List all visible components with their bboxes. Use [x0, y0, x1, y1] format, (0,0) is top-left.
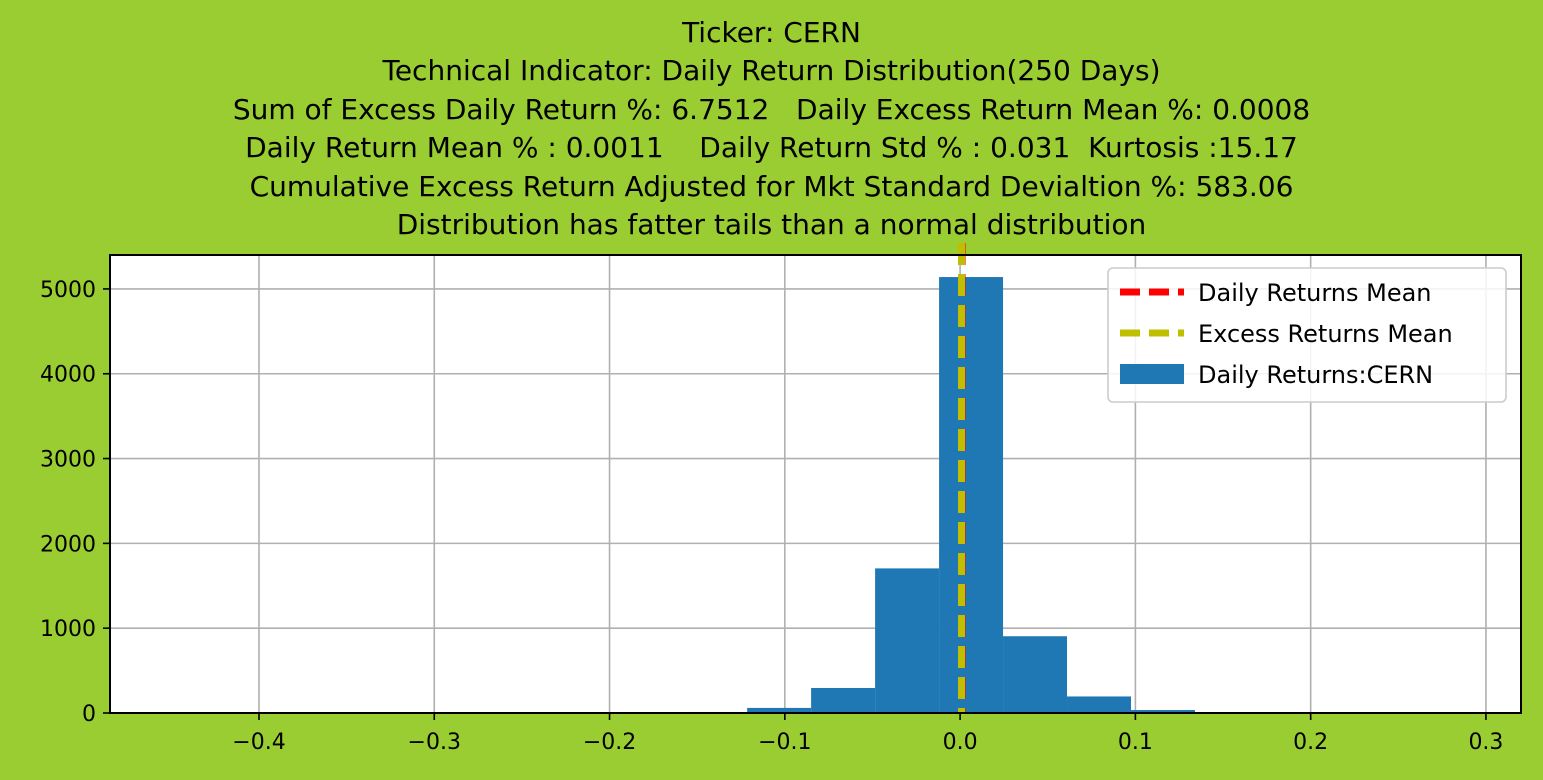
x-tick-label: −0.3: [408, 730, 461, 755]
x-tick-label: 0.2: [1293, 730, 1328, 755]
legend-patch-swatch: [1120, 364, 1184, 384]
y-tick-label: 1000: [40, 617, 96, 642]
histogram-bars: [683, 277, 1195, 713]
histogram-bar: [939, 277, 1004, 713]
legend-label: Daily Returns:CERN: [1198, 361, 1433, 389]
legend-box: [1107, 267, 1507, 403]
y-tick-label: 5000: [40, 278, 96, 303]
title-line-indicator: Technical Indicator: Daily Return Distri…: [382, 54, 1161, 88]
histogram-bar: [747, 707, 812, 713]
x-tick-label: 0.0: [943, 730, 978, 755]
histogram-bar: [1067, 696, 1132, 713]
mean-lines: [958, 243, 966, 713]
y-axis: 0 1000 2000 3000 4000 5000: [40, 278, 110, 727]
x-tick-label: −0.1: [758, 730, 811, 755]
legend: Daily Returns Mean Excess Returns Mean Dai…: [1107, 267, 1507, 403]
y-tick-label: 4000: [40, 363, 96, 388]
legend-label: Daily Returns Mean: [1198, 279, 1432, 307]
y-tick-label: 0: [82, 702, 96, 727]
histogram-bar: [811, 687, 876, 713]
plot-frame: [109, 254, 1522, 714]
chart-title: Ticker: CERN Technical Indicator: Daily …: [0, 14, 1543, 244]
legend-label: Excess Returns Mean: [1198, 320, 1453, 348]
histogram-bar: [1003, 636, 1068, 713]
x-axis: −0.4 −0.3 −0.2 −0.1 0.0 0.1 0.2 0.3: [232, 713, 1503, 755]
histogram-bar: [875, 568, 940, 713]
x-tick-label: 0.3: [1468, 730, 1503, 755]
histogram-bar: [1131, 710, 1195, 713]
title-line-return-stats: Daily Return Mean % : 0.0011 Daily Retur…: [245, 131, 1298, 165]
x-tick-label: −0.4: [232, 730, 285, 755]
title-line-cumulative: Cumulative Excess Return Adjusted for Mk…: [249, 169, 1294, 203]
y-tick-label: 3000: [40, 448, 96, 473]
title-line-excess-sum: Sum of Excess Daily Return %: 6.7512 Dai…: [232, 92, 1311, 126]
y-tick-label: 2000: [40, 532, 96, 557]
x-tick-label: 0.1: [1118, 730, 1153, 755]
title-line-tails: Distribution has fatter tails than a nor…: [396, 208, 1147, 242]
x-tick-label: −0.2: [583, 730, 636, 755]
title-line-ticker: Ticker: CERN: [682, 16, 861, 49]
